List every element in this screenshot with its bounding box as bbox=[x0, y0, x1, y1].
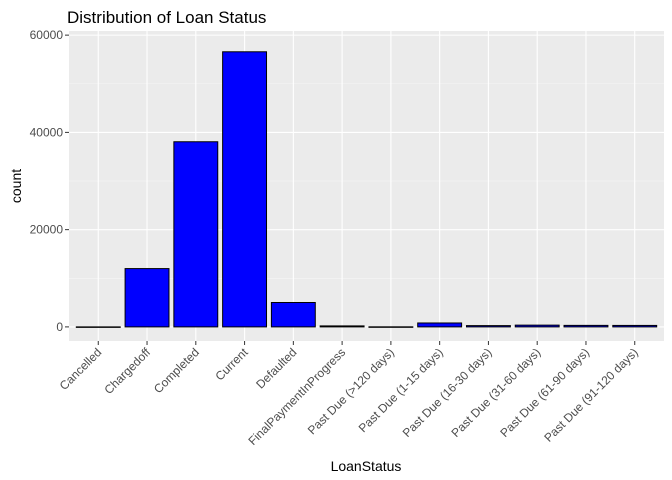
y-axis-title: count bbox=[8, 169, 24, 203]
y-tick-label: 20000 bbox=[30, 223, 64, 237]
bar bbox=[124, 268, 170, 328]
x-tick-label: FinalPaymentInProgress bbox=[245, 345, 348, 448]
bar bbox=[270, 301, 316, 328]
x-tick-label: Completed bbox=[151, 345, 202, 396]
bar bbox=[368, 326, 414, 328]
y-tick-label: 60000 bbox=[30, 28, 64, 42]
x-tick-label: Past Due (1-15 days) bbox=[356, 345, 446, 435]
x-axis-title: LoanStatus bbox=[331, 458, 402, 474]
chart-title: Distribution of Loan Status bbox=[67, 8, 266, 27]
x-tick-label: Past Due (16-30 days) bbox=[400, 345, 495, 440]
bar bbox=[563, 324, 609, 328]
y-tick-label: 40000 bbox=[30, 125, 64, 139]
x-tick-label: Past Due (61-90 days) bbox=[497, 345, 592, 440]
x-tick-label: Cancelled bbox=[57, 345, 105, 393]
y-axis: 0 20000 40000 60000 bbox=[30, 28, 69, 334]
x-tick-label: Past Due (>120 days) bbox=[305, 345, 397, 437]
x-tick-label: Chargedoff bbox=[101, 345, 153, 397]
bars bbox=[75, 51, 658, 328]
x-tick-label: Past Due (91-120 days) bbox=[541, 345, 641, 445]
bar bbox=[75, 326, 121, 328]
bar bbox=[514, 324, 560, 328]
bar bbox=[612, 324, 658, 328]
bar bbox=[417, 322, 463, 328]
bar bbox=[222, 51, 268, 328]
x-tick-label: Defaulted bbox=[253, 345, 299, 391]
bar bbox=[465, 325, 511, 328]
x-tick-label: Past Due (31-60 days) bbox=[449, 345, 544, 440]
bar bbox=[173, 141, 219, 328]
bar bbox=[319, 325, 365, 328]
x-tick-label: Current bbox=[213, 345, 252, 384]
y-tick-label: 0 bbox=[56, 320, 63, 334]
